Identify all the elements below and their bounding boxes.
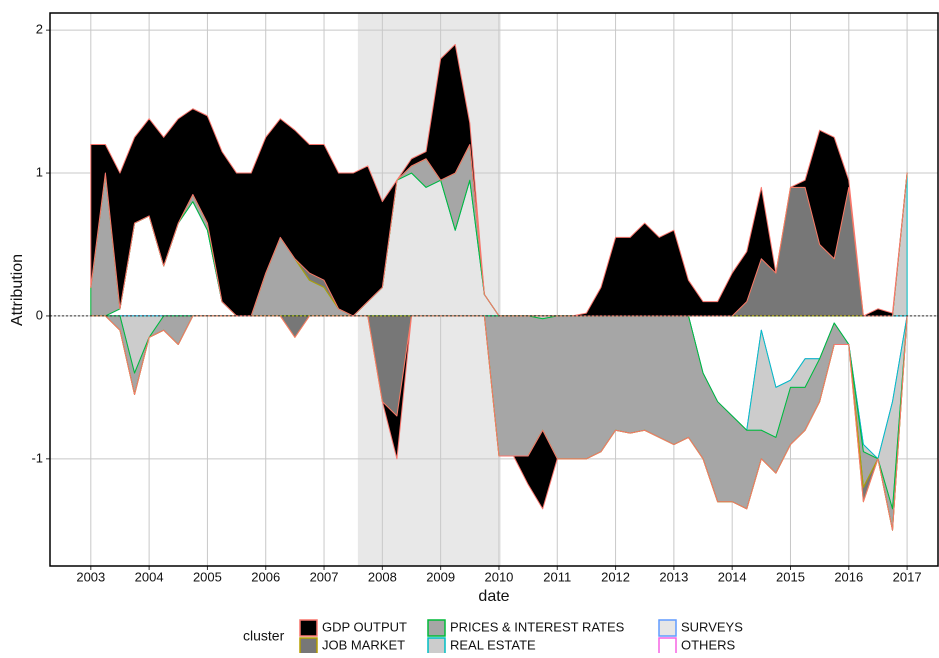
x-tick-label: 2005 [193, 569, 222, 584]
y-tick-label: 0 [36, 307, 43, 322]
x-tick-label: 2009 [426, 569, 455, 584]
legend-label: PRICES & INTEREST RATES [450, 619, 625, 634]
y-tick-label: 1 [36, 164, 43, 179]
legend-key [658, 637, 677, 655]
x-tick-label: 2015 [776, 569, 805, 584]
legend-key [427, 637, 446, 655]
x-tick-label: 2013 [659, 569, 688, 584]
plot-frame [49, 12, 939, 567]
legend-label: REAL ESTATE [450, 637, 536, 652]
x-tick-label: 2017 [893, 569, 922, 584]
area-positive [90, 43, 908, 317]
legend-label: OTHERS [681, 637, 736, 652]
x-tick-label: 2004 [135, 569, 164, 584]
legend-key [427, 619, 446, 637]
x-axis-label: date [478, 588, 509, 605]
y-tick-label: 2 [36, 22, 43, 37]
y-axis-label: Attribution [9, 254, 26, 326]
x-tick-label: 2010 [484, 569, 513, 584]
y-tick-label: -1 [31, 450, 43, 465]
x-tick-label: 2012 [601, 569, 630, 584]
x-tick-label: 2008 [368, 569, 397, 584]
x-tick-label: 2003 [76, 569, 105, 584]
x-tick-label: 2016 [834, 569, 863, 584]
x-tick-label: 2011 [543, 569, 571, 584]
legend-title: cluster [243, 628, 285, 644]
legend-label: GDP OUTPUT [322, 619, 407, 634]
legend-key [299, 637, 318, 655]
x-tick-label: 2014 [718, 569, 747, 584]
legend-label: SURVEYS [681, 619, 743, 634]
legend-key [299, 619, 318, 637]
x-tick-label: 2007 [310, 569, 339, 584]
legend-key [658, 619, 677, 637]
x-tick-label: 2006 [251, 569, 280, 584]
legend-label: JOB MARKET [322, 637, 405, 652]
